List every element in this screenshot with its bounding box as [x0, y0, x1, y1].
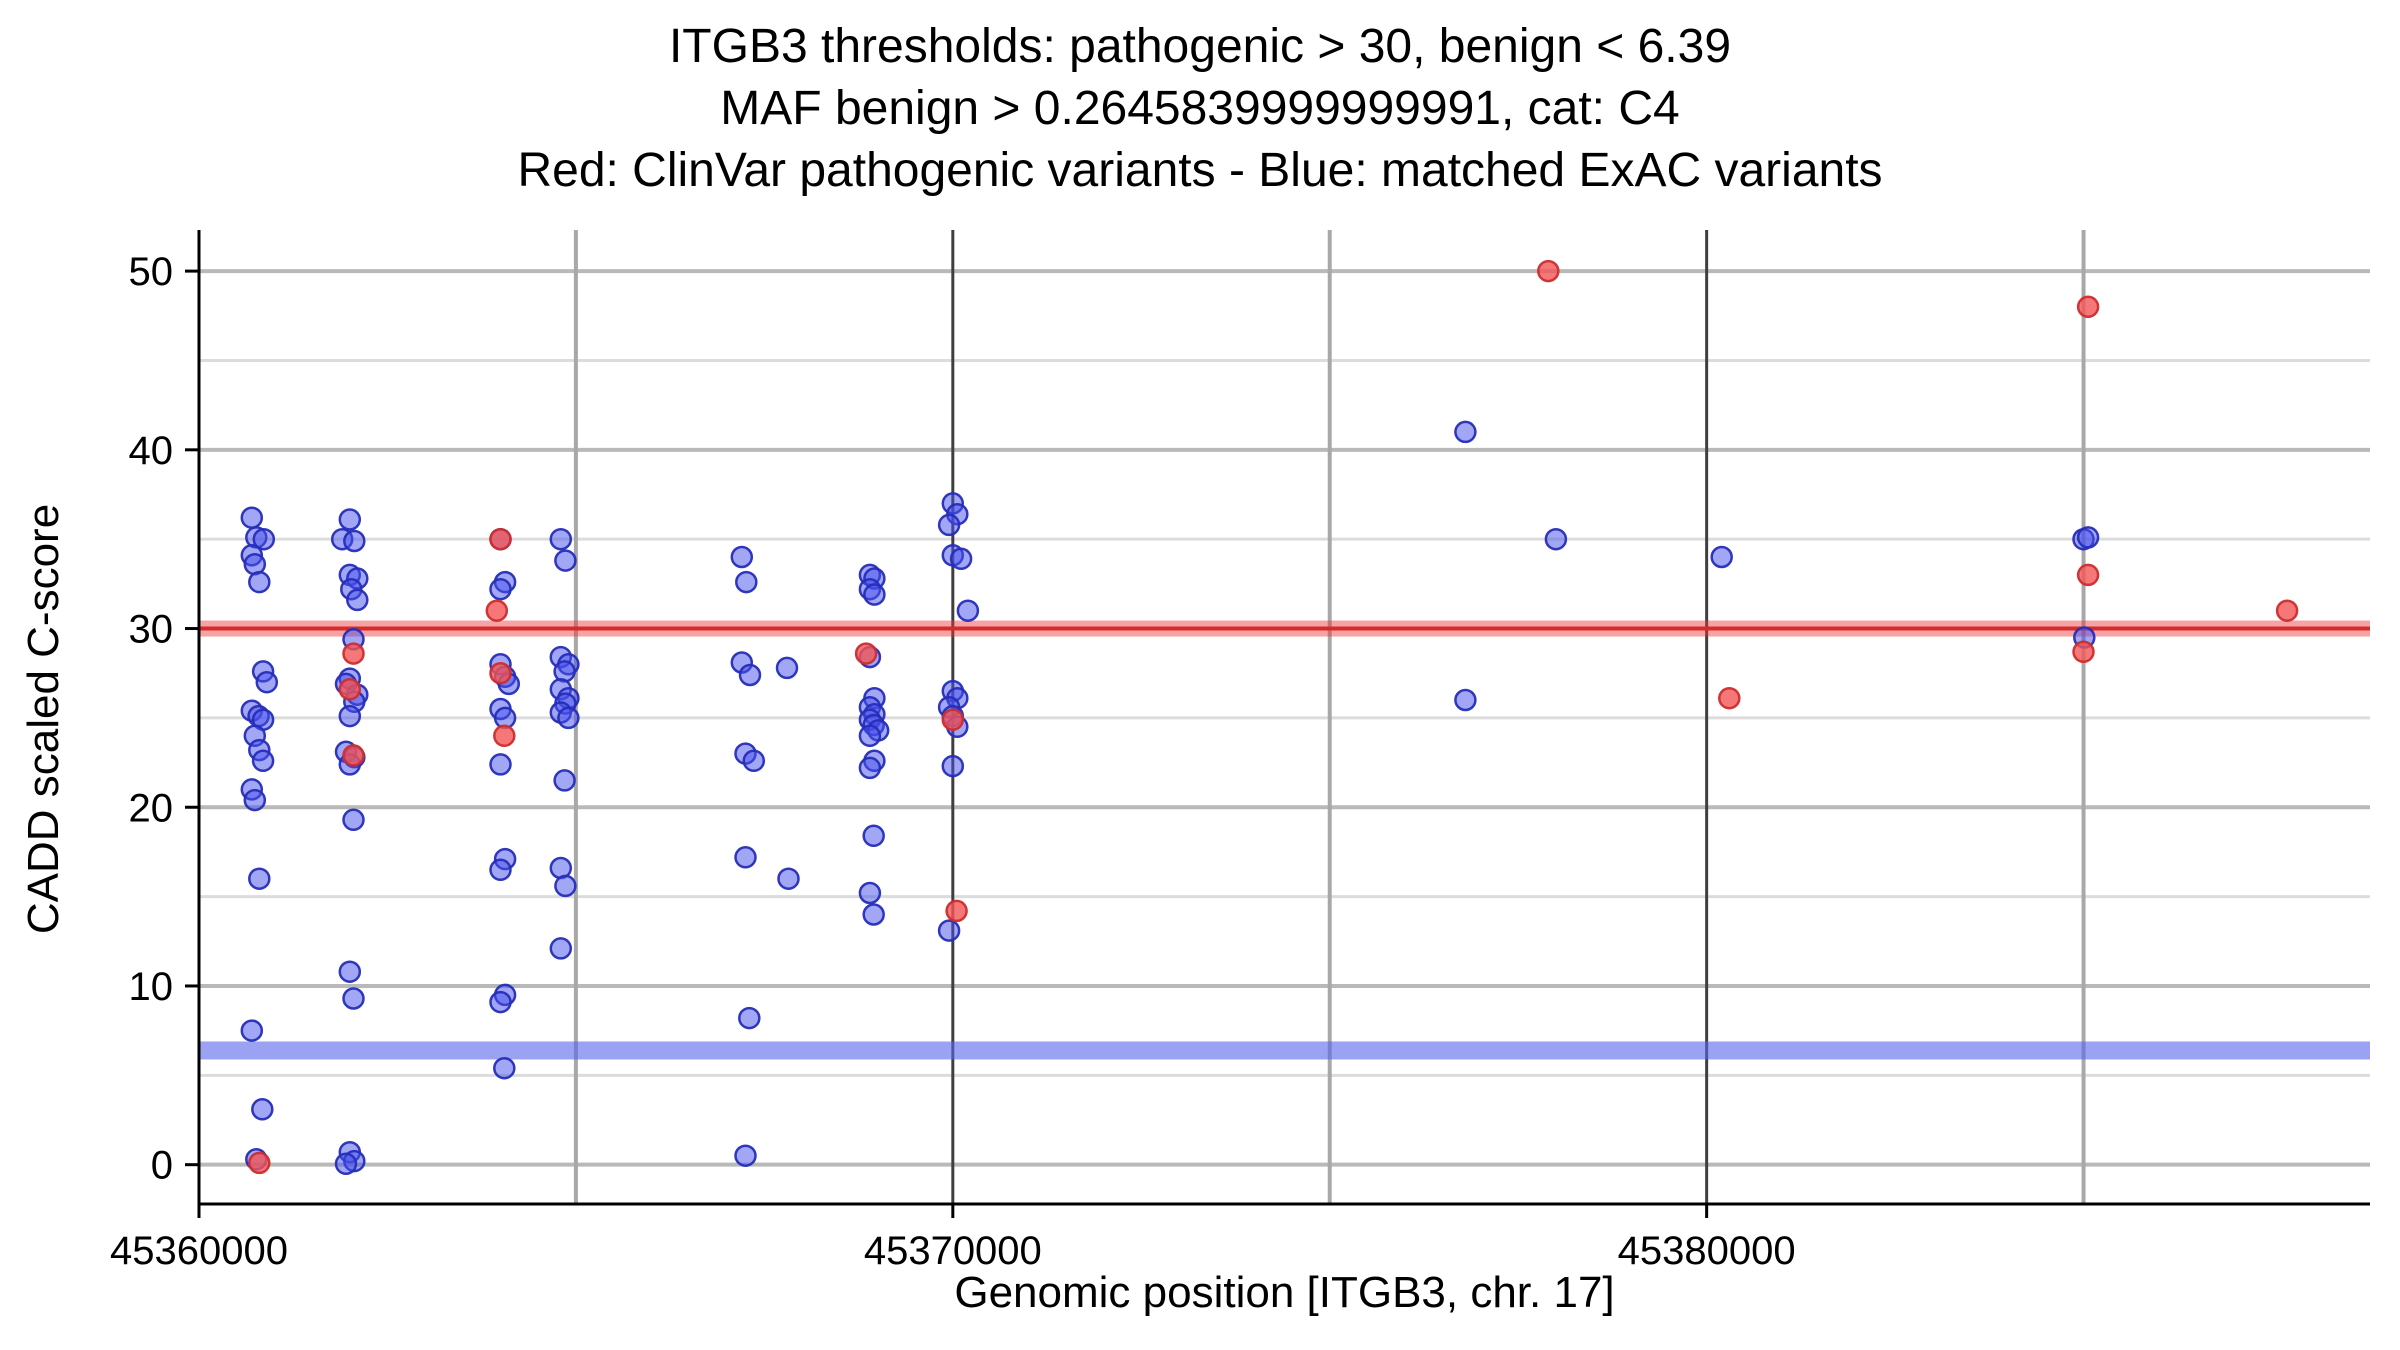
- clinvar-pathogenic-point: [1718, 686, 1741, 710]
- exac-matched-point: [342, 987, 365, 1010]
- exac-matched-point: [554, 549, 577, 572]
- exac-matched-point: [343, 529, 366, 553]
- exac-matched-point: [862, 903, 885, 926]
- exac-matched-point: [240, 1019, 264, 1042]
- exac-matched-point: [243, 788, 267, 812]
- exac-matched-point: [858, 756, 882, 780]
- exac-matched-point: [777, 867, 800, 890]
- exac-matched-point: [251, 749, 275, 773]
- clinvar-pathogenic-point: [248, 1151, 271, 1175]
- clinvar-pathogenic-point: [342, 744, 365, 767]
- clinvar-pathogenic-point: [489, 527, 512, 551]
- exac-matched-point: [730, 545, 754, 569]
- exac-matched-point: [735, 570, 758, 594]
- exac-matched-point: [937, 513, 961, 537]
- clinvar-pathogenic-point: [854, 642, 878, 665]
- exac-matched-point: [557, 706, 580, 730]
- exac-matched-point: [338, 508, 362, 531]
- y-tick-label: 50: [129, 250, 174, 294]
- exac-matched-point: [549, 527, 573, 551]
- exac-matched-point: [863, 583, 886, 606]
- exac-matched-point: [858, 881, 882, 905]
- exac-matched-point: [554, 874, 577, 898]
- clinvar-pathogenic-point: [945, 899, 968, 923]
- clinvar-pathogenic-point: [1537, 259, 1560, 283]
- chart-title: ITGB3 thresholds: pathogenic > 30, benig…: [0, 16, 2400, 202]
- clinvar-pathogenic-point: [2072, 640, 2095, 664]
- exac-matched-point: [941, 754, 965, 778]
- clinvar-pathogenic-point: [2076, 295, 2100, 319]
- exac-matched-point: [489, 858, 512, 882]
- exac-matched-point: [342, 808, 365, 832]
- x-tick-label: 45370000: [864, 1229, 1042, 1273]
- exac-matched-point: [949, 547, 973, 571]
- clinvar-pathogenic-point: [485, 599, 509, 622]
- chart-title-line-2: MAF benign > 0.2645839999999991, cat: C4: [720, 82, 1680, 135]
- x-tick-label: 45360000: [110, 1229, 288, 1273]
- chart-title-line-3: Red: ClinVar pathogenic variants - Blue:…: [517, 144, 1883, 197]
- exac-matched-point: [334, 1152, 358, 1176]
- clinvar-pathogenic-point: [2275, 599, 2299, 622]
- exac-matched-point: [493, 1056, 516, 1080]
- y-axis-label: CADD scaled C-score: [19, 503, 68, 935]
- exac-matched-point: [338, 704, 362, 728]
- chart-title-line-1: ITGB3 thresholds: pathogenic > 30, benig…: [668, 20, 1732, 73]
- exac-matched-point: [858, 724, 882, 748]
- exac-matched-point: [240, 506, 264, 529]
- y-tick-label: 30: [129, 608, 174, 652]
- exac-matched-point: [1710, 545, 1733, 569]
- y-tick-label: 0: [151, 1144, 173, 1188]
- exac-matched-point: [1454, 688, 1477, 712]
- exac-matched-point: [862, 824, 885, 848]
- clinvar-pathogenic-point: [338, 678, 362, 701]
- clinvar-pathogenic-point: [2076, 563, 2100, 587]
- exac-matched-point: [734, 846, 757, 869]
- clinvar-pathogenic-point: [941, 708, 965, 731]
- exac-matched-point: [738, 663, 762, 687]
- exac-matched-point: [248, 570, 271, 594]
- exac-matched-point: [553, 769, 576, 792]
- exac-matched-point: [1544, 527, 1568, 551]
- exac-matched-point: [738, 1006, 761, 1030]
- exac-matched-point: [553, 660, 576, 683]
- y-tick-label: 10: [129, 965, 174, 1009]
- exac-matched-point: [956, 599, 980, 622]
- exac-matched-point: [346, 588, 369, 612]
- exac-matched-point: [489, 753, 512, 776]
- clinvar-pathogenic-point: [493, 724, 516, 748]
- exac-matched-point: [734, 1144, 757, 1167]
- exac-matched-point: [549, 937, 573, 960]
- exac-matched-point: [1454, 420, 1477, 444]
- clinvar-pathogenic-point: [342, 642, 365, 665]
- y-tick-label: 40: [129, 429, 174, 473]
- x-axis-label: Genomic position [ITGB3, chr. 17]: [954, 1268, 1615, 1317]
- exac-matched-point: [251, 1098, 274, 1121]
- exac-matched-point: [489, 577, 512, 601]
- exac-matched-point: [489, 990, 512, 1014]
- benign-threshold-band: [199, 1041, 2370, 1060]
- exac-matched-point: [2076, 526, 2100, 549]
- exac-matched-point: [775, 656, 799, 680]
- x-tick-label: 45380000: [1618, 1229, 1796, 1273]
- y-tick-label: 20: [129, 786, 174, 830]
- exac-matched-point: [937, 919, 961, 942]
- exac-matched-point: [255, 670, 279, 694]
- exac-matched-point: [252, 527, 276, 551]
- exac-matched-point: [742, 749, 766, 773]
- clinvar-pathogenic-point: [489, 661, 512, 685]
- exac-matched-point: [338, 960, 362, 983]
- exac-matched-point: [248, 867, 271, 890]
